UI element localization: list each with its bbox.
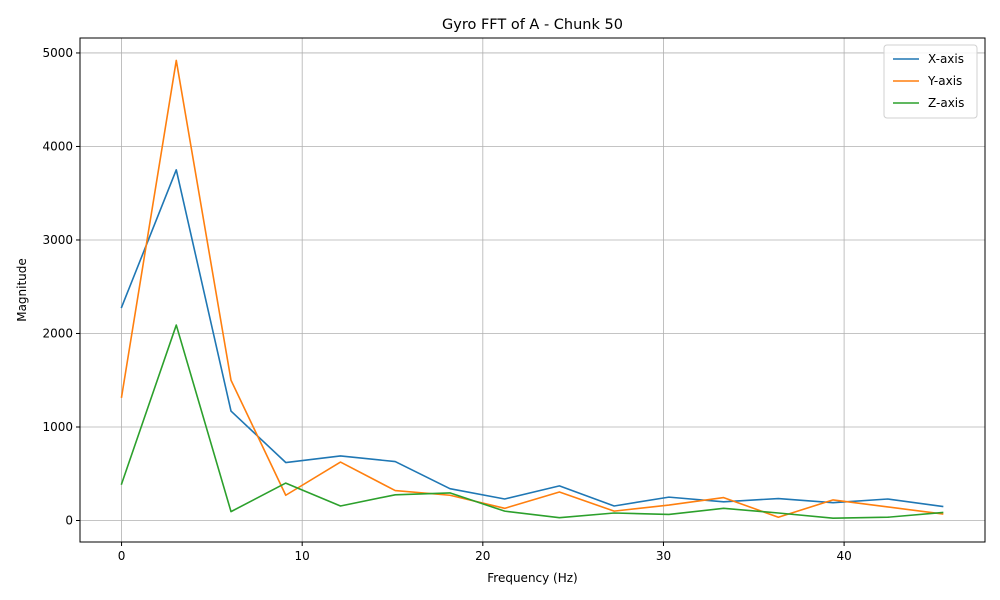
x-tick-label: 20 bbox=[475, 549, 490, 563]
x-tick-label: 0 bbox=[118, 549, 126, 563]
x-tick-label: 30 bbox=[656, 549, 671, 563]
y-tick-label: 0 bbox=[65, 513, 73, 527]
x-tick-label: 40 bbox=[836, 549, 851, 563]
plot-frame bbox=[79, 37, 986, 543]
x-tick-label: 10 bbox=[295, 549, 310, 563]
axis-ticks: 0 10 20 30 40 0 1000 2000 3000 4000 5000 bbox=[42, 46, 851, 563]
y-tick-label: 5000 bbox=[42, 46, 73, 60]
legend-label-y-axis: Y-axis bbox=[927, 74, 962, 88]
y-tick-label: 1000 bbox=[42, 420, 73, 434]
legend-box bbox=[883, 44, 978, 119]
y-tick-label: 3000 bbox=[42, 233, 73, 247]
legend-label-x-axis: X-axis bbox=[928, 52, 964, 66]
chart-title: Gyro FFT of A - Chunk 50 bbox=[442, 17, 623, 33]
series-line-z-axis bbox=[120, 324, 944, 519]
x-axis-label: Frequency (Hz) bbox=[487, 571, 578, 585]
y-tick-label: 2000 bbox=[42, 326, 73, 340]
y-tick-label: 4000 bbox=[42, 139, 73, 153]
series-line-y-axis bbox=[120, 59, 944, 519]
grid bbox=[80, 38, 985, 542]
legend: X-axis Y-axis Z-axis bbox=[883, 44, 978, 119]
y-axis-label: Magnitude bbox=[15, 258, 29, 322]
legend-label-z-axis: Z-axis bbox=[928, 96, 964, 110]
series-lines bbox=[120, 59, 944, 519]
